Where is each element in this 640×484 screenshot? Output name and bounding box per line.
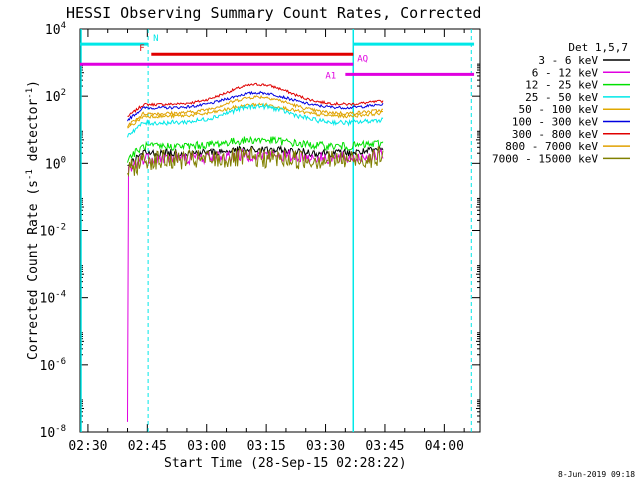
flag-label-a1: A1 (325, 71, 336, 81)
legend-label-0: 3 - 6 keV (538, 54, 598, 67)
series-line-6-12kev (127, 147, 384, 422)
label-layer: 02:30 02:45 03:00 03:15 03:30 03:45 04:00 104 10… (40, 21, 464, 454)
series-layer (127, 82, 384, 422)
flag-label-f: F (139, 44, 144, 54)
legend-label-2: 12 - 25 keV (525, 79, 598, 92)
series-line-300-800kev (127, 82, 384, 117)
y-tick-label-1: 102 (45, 88, 66, 105)
series-line-7000-15000kev (127, 146, 384, 178)
x-tick-label-4: 03:30 (306, 439, 345, 454)
y-tick-label-2: 100 (45, 155, 66, 172)
x-tick-label-3: 03:15 (247, 439, 286, 454)
tick-layer (80, 28, 480, 433)
legend-label-4: 50 - 100 keV (519, 103, 599, 116)
y-tick-label-0: 104 (45, 21, 66, 38)
y-tick-label-4: 10-4 (40, 290, 67, 307)
legend-label-3: 25 - 50 keV (525, 91, 598, 104)
legend-label-8: 7000 - 15000 keV (492, 152, 598, 165)
series-line-12-25kev (127, 135, 384, 163)
x-tick-label-1: 02:45 (128, 439, 167, 454)
chart-title: HESSI Observing Summary Count Rates, Cor… (66, 4, 481, 22)
x-axis-label: Start Time (28-Sep-15 02:28:22) (164, 456, 407, 471)
y-tick-label-6: 10-8 (40, 424, 67, 441)
y-axis-label: Corrected Count Rate (s-1 detector-1) (25, 80, 41, 360)
legend-label-6: 300 - 800 keV (512, 128, 598, 141)
flag-layer: NF AQ A1 (80, 29, 475, 432)
series-line-3-6kev (127, 144, 384, 167)
series-line-800-7000kev (127, 94, 383, 128)
x-tick-label-0: 02:30 (68, 439, 107, 454)
series-line-50-100kev (127, 102, 384, 129)
footer-date: 8-Jun-2019 09:18 (558, 470, 635, 479)
legend-label-7: 800 - 7000 keV (505, 140, 598, 153)
flag-label-n: N (153, 34, 158, 44)
legend-label-5: 100 - 300 keV (512, 116, 598, 129)
series-line-25-50kev (127, 102, 384, 138)
y-tick-label-3: 10-2 (40, 223, 67, 240)
flag-label-aq: AQ (357, 54, 368, 64)
legend-title: Det 1,5,7 (568, 41, 628, 54)
plot-frame (79, 28, 481, 433)
series-line-100-300kev (127, 90, 384, 122)
legend-label-1: 6 - 12 keV (532, 66, 599, 79)
x-tick-label-5: 03:45 (365, 439, 404, 454)
y-tick-label-5: 10-6 (40, 357, 67, 374)
x-tick-label-6: 04:00 (425, 439, 464, 454)
x-tick-label-2: 03:00 (187, 439, 226, 454)
